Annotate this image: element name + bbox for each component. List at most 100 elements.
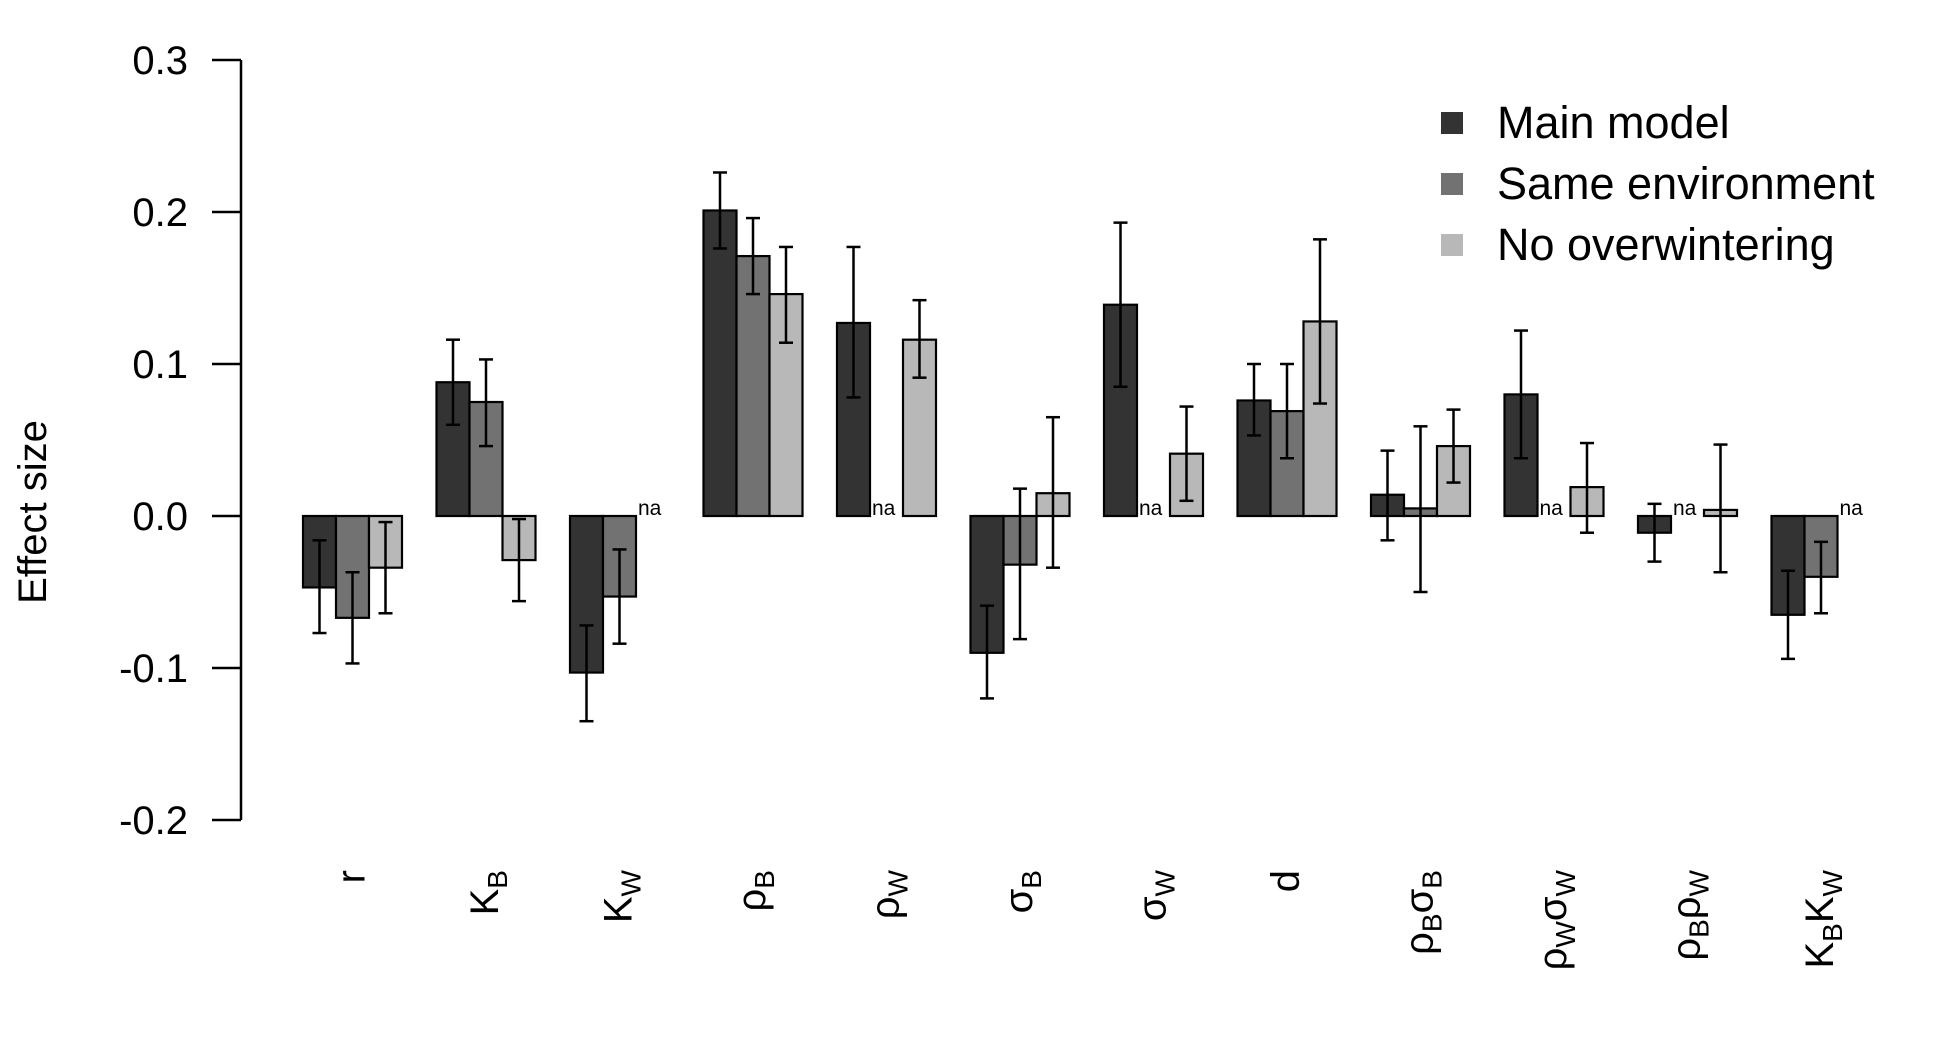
error-bar-no-overwintering [1313, 238, 1327, 405]
error-bar-no-overwintering [1713, 443, 1728, 574]
error-bar-main-model [579, 624, 594, 723]
x-tick-label-part: B [1417, 870, 1448, 889]
y-tick-label: -0.2 [119, 799, 188, 843]
na-label: na [1673, 497, 1697, 520]
x-tick-label-part: B [1817, 923, 1848, 942]
x-tick-label: KB [463, 870, 513, 915]
legend-swatch-main-model [1441, 112, 1463, 134]
error-bar-no-overwintering [378, 520, 393, 615]
y-tick-label: 0.2 [132, 191, 188, 235]
x-tick-label-part: W [1684, 869, 1715, 896]
x-tick-label-part: ρ [1665, 938, 1709, 961]
na-labels: na na na na na na [638, 497, 1863, 520]
y-tick-label: 0.3 [132, 39, 188, 83]
x-tick-label-part: σ [1398, 888, 1442, 913]
legend-label-main-model: Main model [1497, 97, 1730, 148]
error-bar-main-model [1380, 449, 1395, 542]
x-tick-label: ρBρW [1665, 869, 1715, 960]
error-bar-main-model [980, 604, 994, 700]
x-tick-label-part: B [1016, 870, 1047, 889]
x-tick-label-part: σ [997, 888, 1041, 913]
x-tick-label-part: ρ [730, 889, 774, 912]
x-tick-label-part: σ [1531, 896, 1575, 921]
x-tick-label-part: K [463, 888, 507, 915]
x-tick-label-part: K [597, 896, 641, 923]
x-tick-label-part: ρ [864, 896, 908, 919]
x-tick-label: ρBσB [1398, 870, 1448, 955]
x-tick-label-part: ρ [1398, 932, 1442, 955]
x-tick-label-part: W [883, 869, 914, 896]
legend-swatch-no-overwintering [1441, 234, 1463, 256]
bar-main-model [702, 209, 738, 518]
bars [301, 209, 1839, 674]
error-bar-no-overwintering [779, 245, 793, 344]
x-tick-label: KW [597, 869, 647, 923]
y-axis-title-group: Effect size [11, 420, 55, 604]
error-bar-no-overwintering [1446, 408, 1461, 484]
x-tick-label: σW [1131, 869, 1181, 921]
error-bar-main-model [846, 245, 861, 399]
na-label: na [1540, 497, 1564, 520]
error-bar-no-overwintering [1580, 441, 1594, 534]
error-bar-same-environment [345, 570, 360, 665]
bar-main-model [1770, 514, 1806, 616]
y-tick-label: -0.1 [119, 647, 188, 691]
error-bar-main-model [713, 171, 727, 250]
error-bar-main-model [1247, 362, 1261, 437]
x-tick-label-part: W [1817, 869, 1848, 896]
x-tick-label-part: B [1417, 913, 1448, 932]
x-tick-label-part: r [330, 870, 374, 883]
x-tick-label: d [1264, 870, 1308, 892]
na-label: na [1139, 497, 1163, 520]
error-bar-no-overwintering [912, 298, 927, 379]
error-bar-main-model [1781, 569, 1795, 661]
x-tick-label-part: B [482, 870, 513, 889]
x-tick-label-part: W [1550, 869, 1581, 896]
bar-same-environment [735, 254, 771, 518]
error-bars [312, 171, 1828, 723]
legend: Main model Same environment No overwinteri… [1441, 97, 1875, 270]
error-bar-same-environment [746, 216, 760, 296]
x-tick-label-part: σ [1131, 896, 1175, 921]
error-bar-same-environment [479, 358, 493, 448]
x-tick-label-part: W [1550, 921, 1581, 948]
x-tick-label-part: W [1150, 869, 1181, 896]
x-tick-label-part: d [1264, 870, 1308, 892]
x-tick-label: σB [997, 870, 1047, 913]
x-tick-label-part: ρ [1531, 948, 1575, 971]
legend-label-same-environment: Same environment [1497, 158, 1875, 209]
x-tick-label: r [330, 870, 374, 883]
error-bar-main-model [446, 338, 460, 427]
error-bar-main-model [1514, 329, 1528, 460]
error-bar-main-model [1113, 221, 1128, 389]
x-tick-label-part: W [616, 869, 647, 896]
error-bar-same-environment [612, 548, 627, 645]
x-tick-label: KBKW [1798, 869, 1848, 968]
y-tick-label: 0.1 [132, 343, 188, 387]
legend-swatch-same-environment [1441, 173, 1463, 195]
x-tick-label: ρW [864, 869, 914, 919]
error-bar-same-environment [1413, 425, 1428, 594]
x-tick-label-part: B [749, 870, 780, 889]
error-bar-same-environment [1814, 540, 1828, 615]
na-label: na [638, 497, 662, 520]
y-axis-title: Effect size [11, 420, 55, 604]
x-tick-label-part: K [1798, 896, 1842, 923]
x-tick-label: ρB [730, 870, 780, 911]
y-tick-label: 0.0 [132, 495, 188, 539]
error-bar-no-overwintering [1179, 405, 1194, 503]
x-tick-label-part: B [1684, 919, 1715, 938]
x-tick-label-part: ρ [1665, 896, 1709, 919]
y-axis: -0.2 -0.1 0.0 0.1 0.2 0.3 [119, 39, 243, 843]
error-bar-main-model [312, 539, 327, 635]
error-bar-no-overwintering [512, 517, 526, 603]
legend-label-no-overwintering: No overwintering [1497, 219, 1835, 270]
error-bar-main-model [1647, 502, 1662, 563]
x-tick-label: ρWσW [1531, 869, 1581, 970]
error-bar-same-environment [1013, 487, 1027, 641]
na-label: na [872, 497, 896, 520]
error-bar-same-environment [1280, 362, 1294, 460]
error-bar-no-overwintering [1046, 415, 1060, 569]
